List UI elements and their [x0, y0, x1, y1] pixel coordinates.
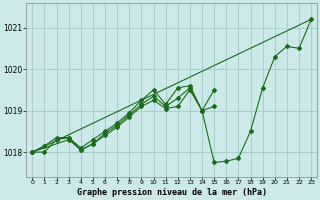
X-axis label: Graphe pression niveau de la mer (hPa): Graphe pression niveau de la mer (hPa) — [77, 188, 267, 197]
